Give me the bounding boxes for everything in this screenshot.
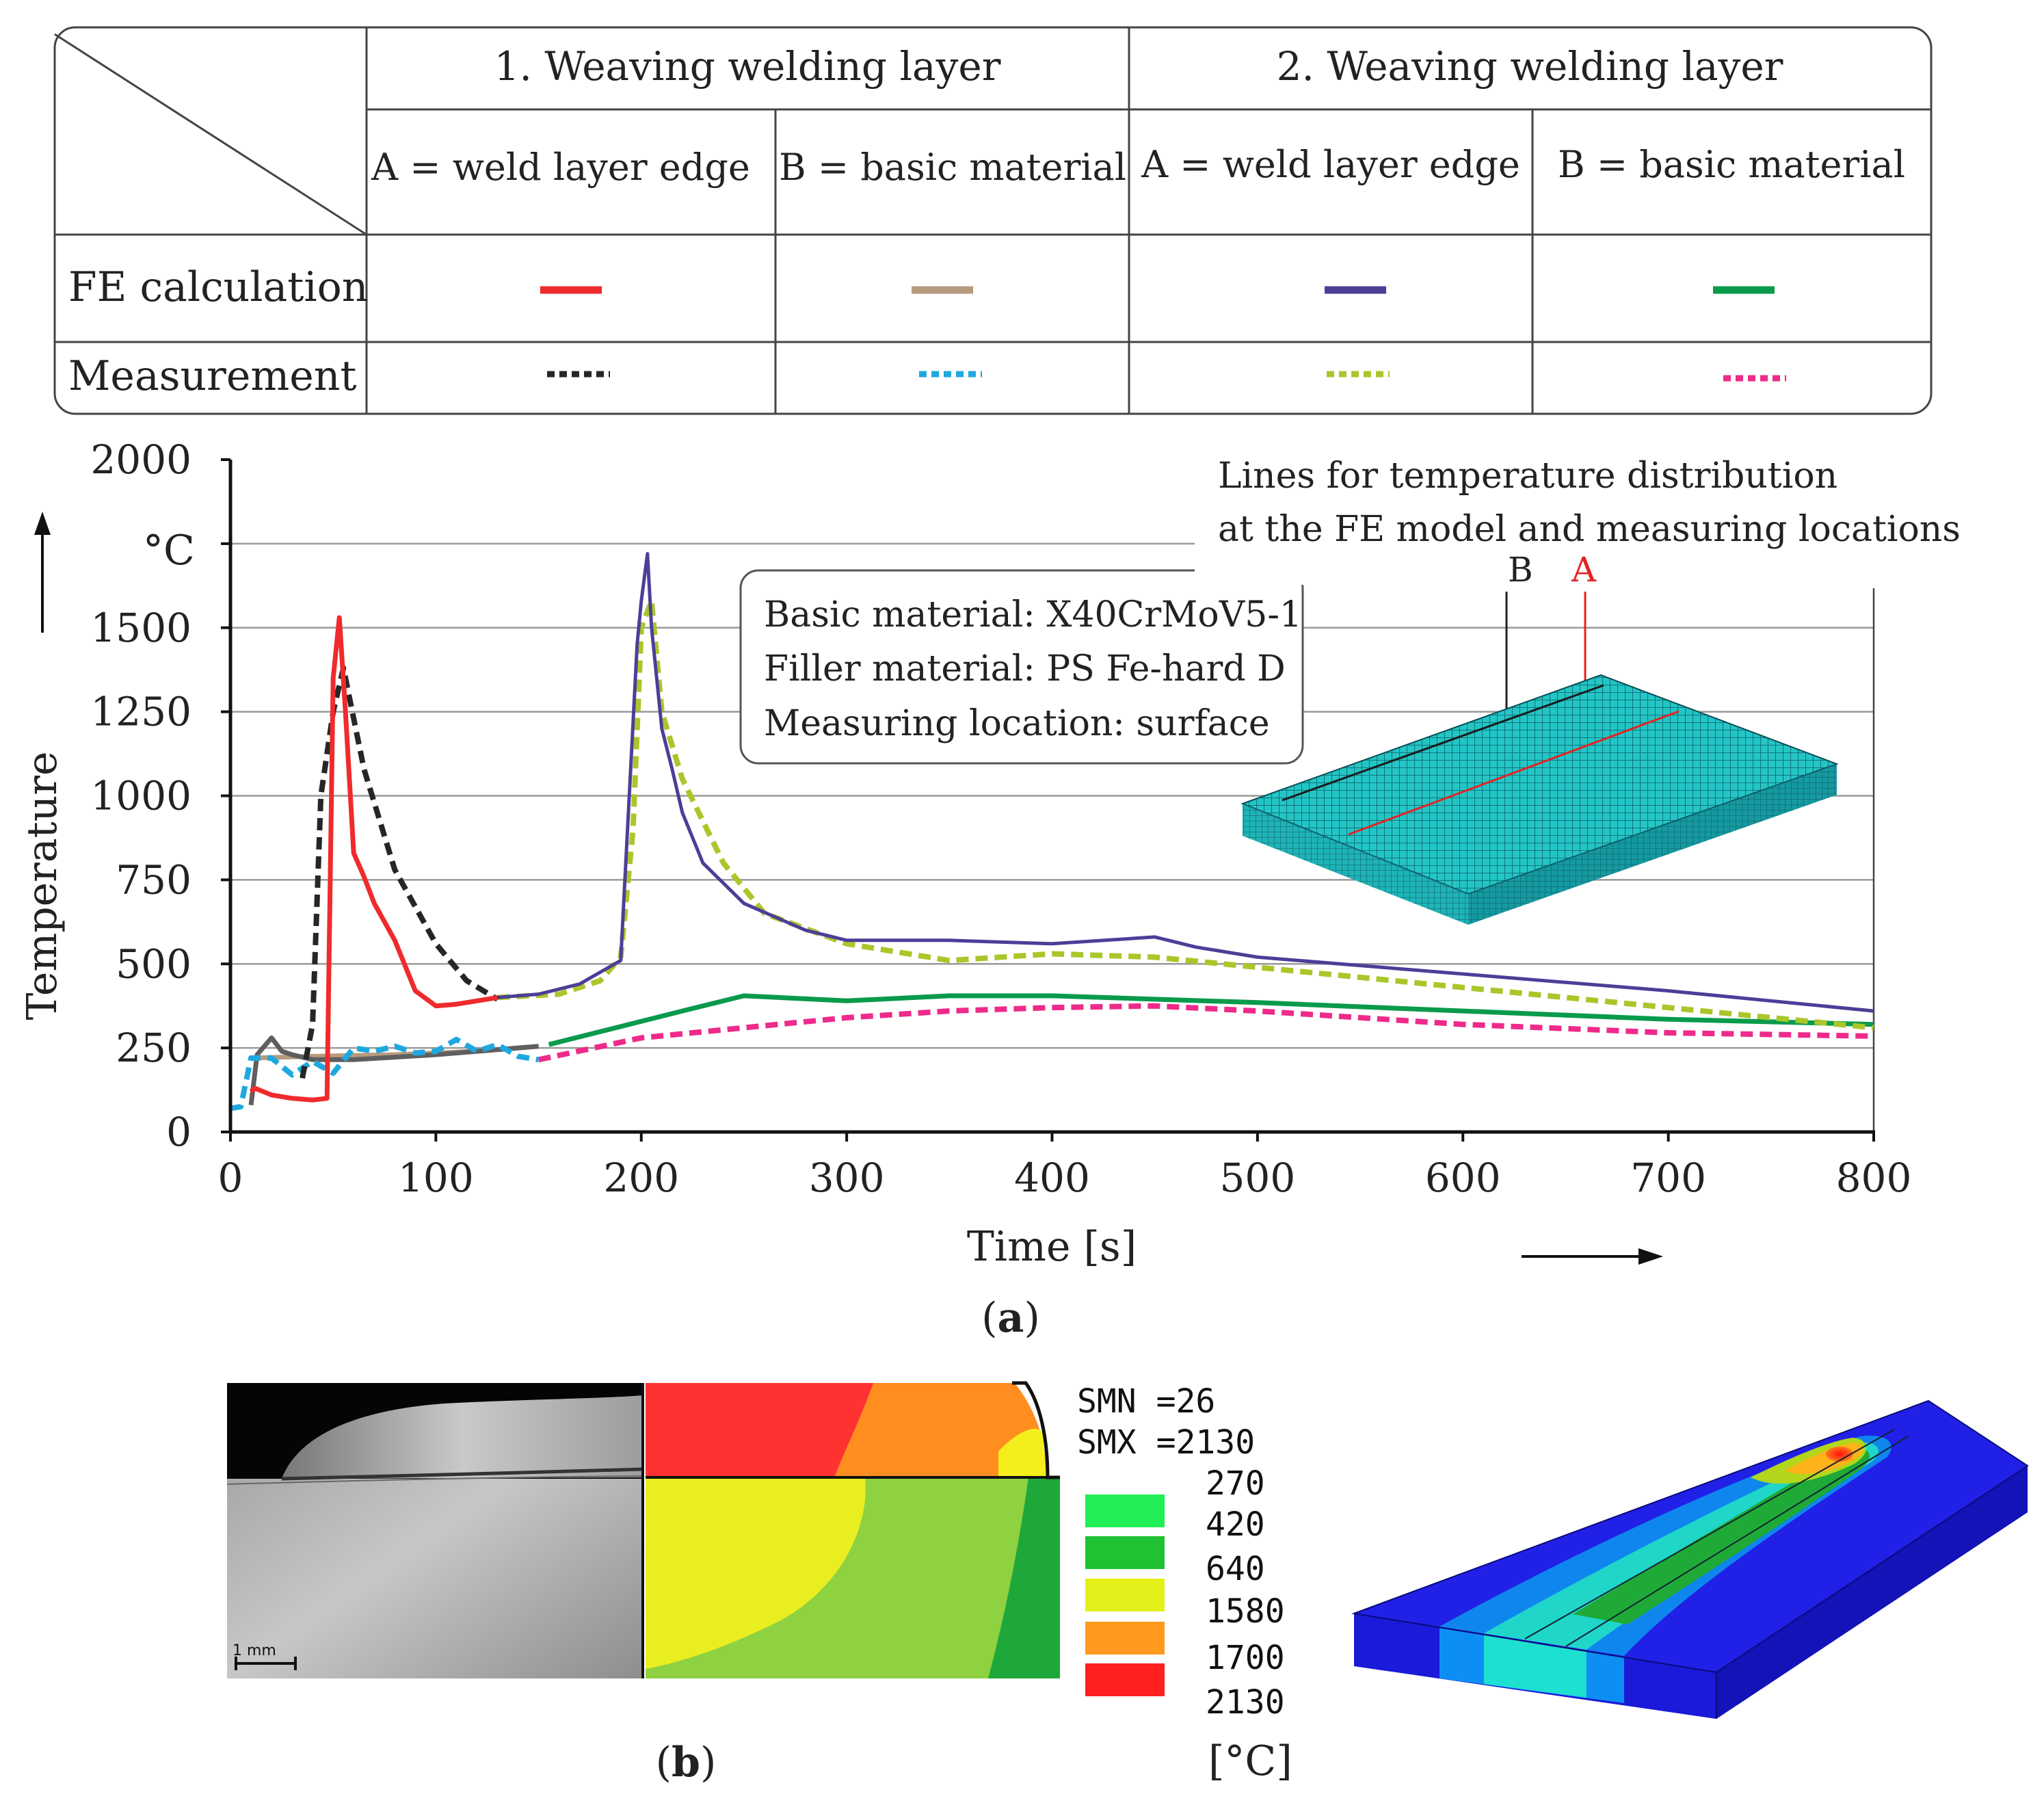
x-tick-label: 200	[603, 1155, 679, 1201]
y-tick-label: 1500	[90, 605, 191, 651]
y-tick-label: 750	[116, 856, 191, 903]
panel-b: 1 mm SMN =26 SMX =2130 270 420 640 1580 …	[226, 1381, 2029, 1787]
info-basic-material: Basic material: X40CrMoV5-1	[764, 594, 1302, 635]
fe-mesh-inset: Lines for temperature distribution at th…	[1195, 445, 1961, 925]
header-col-1b: B = basic material	[779, 146, 1126, 189]
x-tick-label: 700	[1630, 1155, 1706, 1201]
mesh-label-a: A	[1571, 550, 1597, 590]
x-tick-label: 800	[1836, 1155, 1912, 1201]
info-measuring-location: Measuring location: surface	[764, 703, 1270, 744]
x-tick-label: 300	[809, 1155, 885, 1201]
axis-ticks	[221, 458, 1875, 1142]
legend-swatch-2	[1085, 1536, 1165, 1569]
header-col-2a: A = weld layer edge	[1141, 143, 1520, 186]
row-label-fe: FE calculation	[68, 263, 368, 311]
y-tick-label: 2000	[90, 436, 191, 483]
row-label-measurement: Measurement	[68, 352, 357, 400]
mesh-note-line-2: at the FE model and measuring locations	[1218, 509, 1961, 550]
mesh-line-a	[1348, 710, 1680, 836]
legend-swatch-3	[1085, 1579, 1165, 1611]
x-tick-label: 400	[1014, 1155, 1090, 1201]
legend-swatch-1	[1085, 1494, 1165, 1527]
y-arrow-head-icon	[34, 512, 51, 535]
contour-legend: SMN =26 SMX =2130 270 420 640 1580 1700 …	[1077, 1382, 1292, 1785]
header-group-1: 1. Weaving welding layer	[494, 43, 1001, 90]
series-line-9	[537, 1003, 1874, 1063]
mesh-line-b	[1282, 684, 1604, 802]
legend-table: 1. Weaving welding layer 2. Weaving weld…	[53, 26, 1933, 415]
x-tick-label: 500	[1220, 1155, 1296, 1201]
legend-level-420: 420	[1206, 1505, 1265, 1544]
header-col-1a: A = weld layer edge	[371, 146, 750, 189]
y-tick-label: 500	[116, 940, 191, 987]
series-line-4	[497, 552, 1874, 1013]
series-line-1	[249, 615, 499, 1103]
legend-swatch-4	[1085, 1622, 1165, 1655]
series-line-5	[548, 993, 1874, 1047]
y-tick-label: 1000	[90, 773, 191, 819]
legend-level-270: 270	[1206, 1464, 1265, 1503]
y-axis-label: Temperature	[18, 751, 66, 1020]
mesh-note-line-1: Lines for temperature distribution	[1218, 456, 1837, 497]
table-corner-diagonal	[54, 33, 367, 236]
legend-smn: SMN =26	[1077, 1382, 1215, 1421]
mesh-label-b: B	[1508, 550, 1533, 590]
x-tick-label: 0	[218, 1155, 243, 1201]
info-filler-material: Filler material: PS Fe-hard D	[764, 648, 1286, 689]
series-line-3	[248, 1035, 539, 1106]
temperature-plate-3d	[1351, 1399, 2029, 1719]
x-tick-label: 100	[398, 1155, 474, 1201]
x-tick-label: 600	[1425, 1155, 1501, 1201]
legend-level-2130: 2130	[1206, 1683, 1285, 1722]
legend-level-1580: 1580	[1206, 1592, 1285, 1631]
legend-unit: [°C]	[1208, 1737, 1292, 1785]
contour-map	[646, 1381, 1060, 1678]
x-axis-label: Time [s]	[967, 1223, 1137, 1271]
y-unit-label: °C	[143, 527, 195, 575]
panel-a-caption: (a)	[981, 1294, 1040, 1342]
legend-level-1700: 1700	[1206, 1639, 1285, 1677]
chart-plot-area	[230, 552, 1874, 1111]
legend-table-frame	[53, 26, 1933, 415]
panel-b-caption: (b)	[656, 1739, 717, 1787]
x-arrow-head-icon	[1638, 1248, 1663, 1265]
y-tick-label: 0	[166, 1109, 191, 1155]
y-tick-label: 1250	[90, 689, 191, 735]
legend-level-640: 640	[1206, 1550, 1265, 1588]
header-group-2: 2. Weaving welding layer	[1277, 43, 1783, 90]
legend-swatch-5	[1085, 1663, 1165, 1696]
x-tick-labels: 0 100 200 300 400 500 600 700 800	[218, 1155, 1912, 1201]
header-col-2b: B = basic material	[1558, 143, 1905, 186]
y-tick-label: 250	[116, 1025, 191, 1071]
mesh-note-background	[1195, 445, 1930, 585]
scale-bar-label: 1 mm	[233, 1642, 276, 1659]
legend-smx: SMX =2130	[1077, 1423, 1255, 1462]
series-line-7	[230, 1036, 540, 1111]
material-info-box	[739, 569, 1304, 765]
chart-panel-a: 0 250 500 750 1000 1250 1500 2000 0 100 200 300 400…	[18, 436, 1961, 1342]
weld-macrograph: 1 mm	[226, 1383, 644, 1678]
y-tick-labels: 0 250 500 750 1000 1250 1500 2000	[90, 436, 191, 1155]
series-line-6	[300, 665, 499, 1079]
